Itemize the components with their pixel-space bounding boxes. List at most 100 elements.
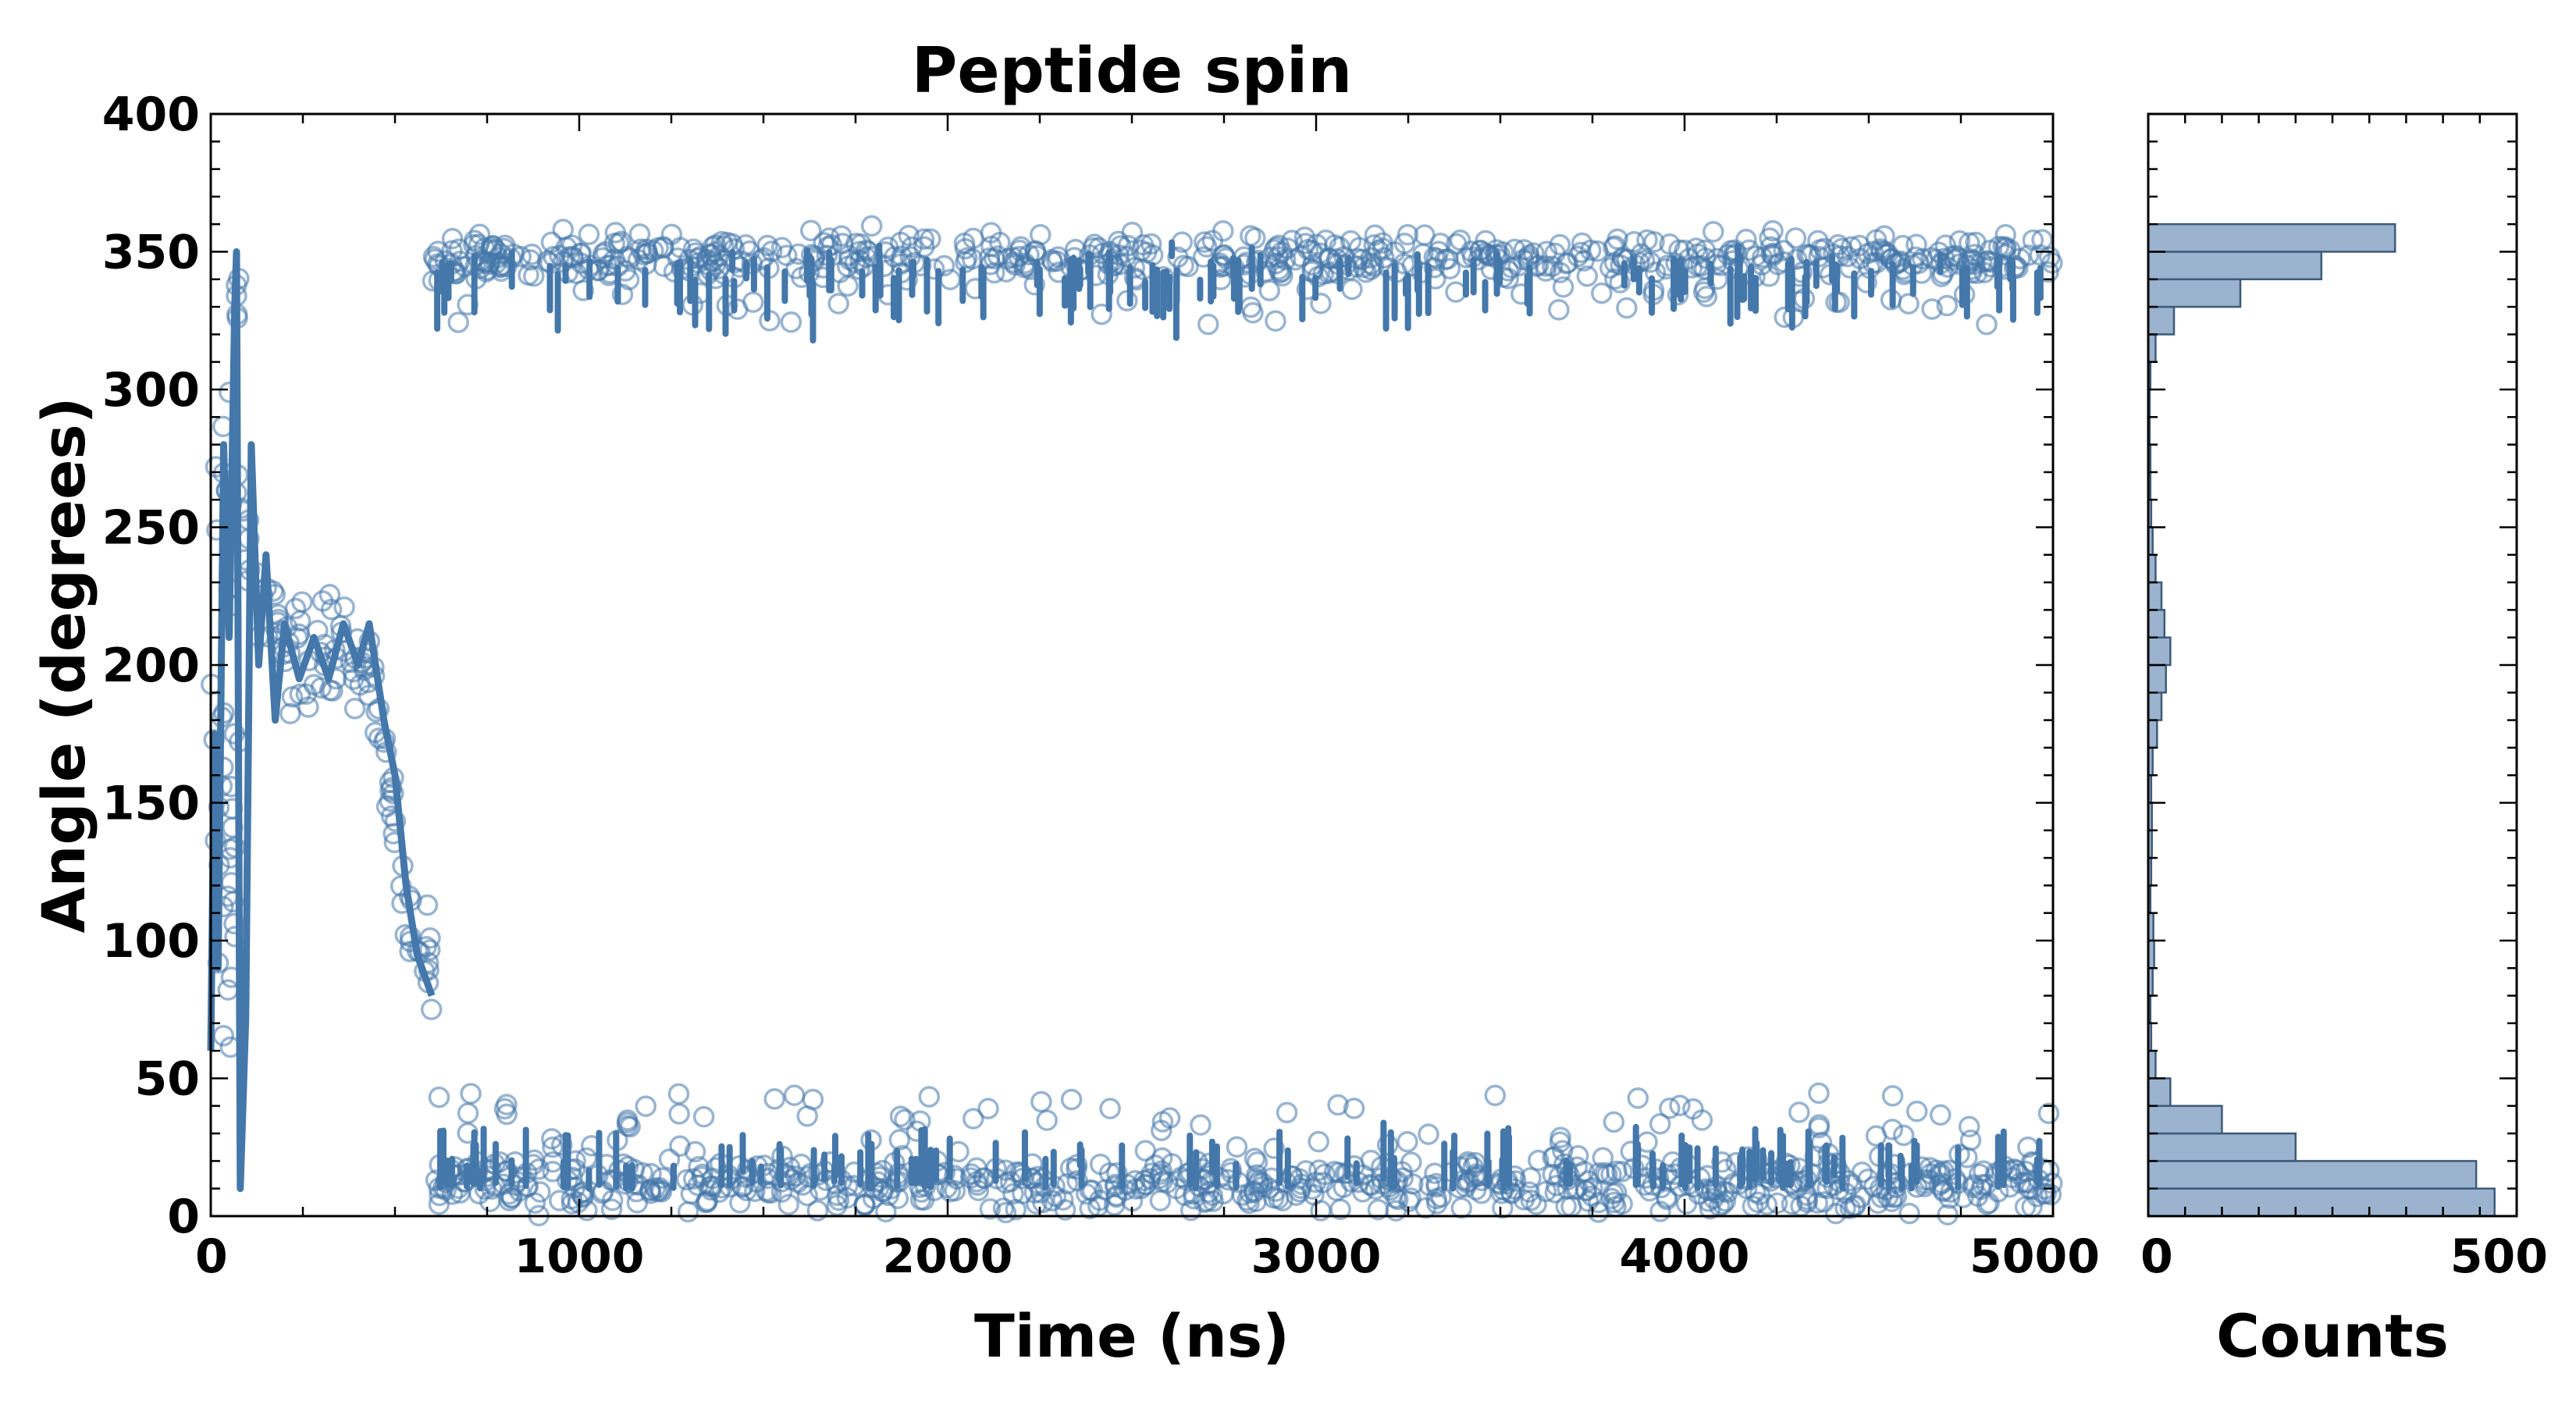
histogram-plot: 0 500 Counts [2140,112,2548,1371]
data-point [479,251,501,273]
data-point [1385,1200,1407,1222]
data-point [913,1189,935,1211]
data-point [933,254,955,277]
data-point [635,238,657,261]
data-point [1552,1140,1574,1161]
data-point [1265,1180,1286,1202]
data-point [1976,313,1998,336]
data-point [1196,1190,1219,1212]
data-point [1682,1097,1704,1120]
data-point [1567,245,1589,268]
x-tick-label: 4000 [1620,1229,1750,1284]
data-point [1973,261,1995,284]
data-point [1425,1187,1447,1210]
data-point [980,222,1002,244]
data-point [2005,1159,2027,1181]
data-point [419,939,441,961]
data-point [962,1108,984,1129]
data-point [1616,297,1638,319]
data-point [1306,233,1328,255]
data-point [777,1193,800,1215]
data-point [1788,1101,1810,1123]
data-point [1360,258,1382,281]
data-point [639,1179,661,1202]
data-point [1566,1177,1589,1199]
data-point [1828,291,1850,314]
data-point [1800,244,1822,266]
data-point [468,223,491,245]
data-point [1290,1177,1312,1200]
data-point [1517,244,1540,266]
data-point [1397,223,1419,246]
histogram-x-axis-label: Counts [2216,1301,2449,1371]
histogram-bar [2147,581,2163,611]
data-point [658,1148,681,1170]
data-point [1725,1151,1748,1174]
data-point [1582,1177,1603,1199]
data-point [1149,1190,1172,1211]
data-point [1845,1194,1866,1216]
data-point [676,1168,698,1191]
data-point [1675,1193,1698,1215]
data-point [1591,282,1613,304]
data-point [1134,1140,1157,1162]
data-point [1979,240,2001,261]
data-point [802,1088,824,1111]
data-point [1121,221,1144,244]
data-point [1751,246,1774,269]
data-point [1535,255,1557,277]
data-point [1418,1123,1439,1145]
data-point [1310,292,1332,315]
data-point [1165,1177,1187,1200]
data-point [1362,255,1385,277]
scatter-points [201,215,2063,1227]
x-tick-label: 3000 [1251,1229,1382,1284]
data-point [523,265,545,287]
data-point [1892,1124,1915,1147]
data-point [1190,1114,1212,1136]
data-point [500,1186,523,1209]
data-point [519,249,542,271]
data-point [1627,1087,1649,1109]
y-tick-label: 350 [102,226,200,280]
y-axis-label: Angle (degrees) [29,397,98,933]
data-point [1609,272,1631,293]
data-point [1387,1188,1409,1211]
data-point [479,1190,501,1212]
histogram-x-tick-labels: 0 500 [2140,1229,2548,1284]
y-tick-label: 50 [135,1052,201,1107]
data-point [1944,244,1966,266]
data-point [1197,313,1219,336]
data-point [616,1112,639,1133]
y-tick-label: 150 [102,777,200,831]
data-point [1087,237,1110,259]
data-point [1372,237,1394,260]
data-point [1293,226,1316,248]
data-point [826,1184,849,1207]
data-point [457,1102,479,1124]
data-point [800,219,822,242]
data-point [1314,1163,1336,1186]
data-point [1773,240,1795,261]
data-point [1238,1192,1260,1215]
data-point [1243,1180,1265,1202]
data-point [1968,1163,1991,1185]
data-point [1263,1137,1285,1159]
data-point [1376,1134,1399,1156]
data-point [1669,1094,1691,1117]
data-point [667,1083,690,1105]
data-point [889,1105,912,1127]
data-point [1937,1204,1959,1225]
data-point [1703,221,1724,243]
data-point [1026,1193,1048,1215]
data-point [1749,1183,1771,1206]
data-point [1550,1126,1571,1148]
data-point [279,702,301,724]
data-point [677,1200,699,1223]
data-point [1611,1161,1633,1183]
data-point [1594,1161,1616,1184]
data-point [480,237,503,259]
data-point [1958,1115,1980,1138]
data-point [729,1192,751,1214]
data-point [997,247,1019,270]
